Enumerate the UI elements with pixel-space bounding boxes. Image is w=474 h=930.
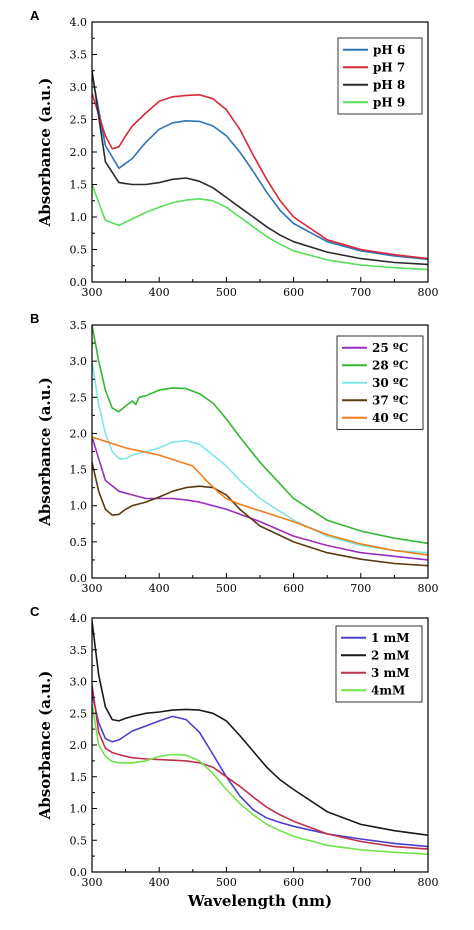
series-line (92, 436, 428, 556)
x-tick-label: 700 (350, 876, 371, 889)
legend-label: 30 ºC (372, 376, 408, 390)
x-tick-label: 300 (82, 876, 103, 889)
legend-label: pH 8 (373, 78, 405, 92)
x-tick-label: 400 (149, 876, 170, 889)
legend: 1 mM 2 mM 3 mM 4mM (335, 625, 423, 703)
y-tick-label: 4.0 (70, 16, 88, 29)
x-tick-label: 800 (418, 286, 439, 299)
y-tick-label: 1.5 (70, 179, 88, 192)
legend-label: pH 6 (373, 43, 405, 57)
y-tick-label: 3.5 (70, 49, 88, 62)
legend-label: 1 mM (371, 631, 410, 645)
y-tick-label: 3.0 (70, 355, 88, 368)
y-tick-label: 1.0 (70, 211, 88, 224)
series-line (92, 703, 428, 855)
y-tick-label: 0.5 (70, 244, 88, 257)
x-tick-label: 600 (283, 876, 304, 889)
x-tick-label: 300 (82, 286, 103, 299)
y-tick-label: 0.0 (70, 866, 88, 879)
y-tick-label: 2.0 (70, 427, 88, 440)
legend: pH 6 pH 7 pH 8 pH 9 (337, 37, 423, 115)
x-tick-label: 300 (82, 582, 103, 595)
legend-label: 40 ºC (372, 411, 408, 425)
panel-a: A 300 400 500 600 700 800 0.0 0.5 1.0 1.5 2.0 2.5 3.0… (30, 8, 439, 299)
y-tick-label: 3.5 (70, 644, 88, 657)
panel-b: B 300 400 500 600 700 800 0.0 0.5 1.0 1.5 2.0 2.5 3.0… (30, 311, 439, 595)
y-tick-label: 2.0 (70, 146, 88, 159)
legend-label: 4mM (371, 683, 405, 697)
legend-label: 25 ºC (372, 341, 408, 355)
series-line (92, 684, 428, 850)
legend-label: 2 mM (371, 648, 410, 662)
x-tick-label: 800 (418, 582, 439, 595)
legend-label: 37 ºC (372, 393, 408, 407)
panel-label: C (30, 604, 40, 619)
x-tick-label: 500 (216, 582, 237, 595)
y-tick-label: 1.0 (70, 500, 88, 513)
series-line (92, 73, 428, 261)
series-line (92, 621, 428, 836)
y-tick-label: 1.5 (70, 464, 88, 477)
y-tick-label: 0.5 (70, 536, 88, 549)
y-axis-label: Absorbance (a.u.) (36, 78, 54, 228)
series-group (92, 621, 428, 855)
series-group (92, 325, 428, 567)
y-tick-label: 3.0 (70, 81, 88, 94)
panel-label: B (30, 311, 39, 326)
series-line (92, 184, 428, 271)
y-tick-label: 1.5 (70, 771, 88, 784)
x-tick-label: 800 (418, 876, 439, 889)
x-tick-label: 400 (149, 582, 170, 595)
x-tick-label: 500 (216, 286, 237, 299)
series-group (92, 70, 428, 271)
series-line (92, 93, 428, 260)
legend-label: 28 ºC (372, 358, 408, 372)
y-tick-label: 3.5 (70, 319, 88, 332)
series-line (92, 325, 428, 545)
x-tick-label: 600 (283, 582, 304, 595)
panel-label: A (30, 8, 40, 23)
y-tick-label: 2.5 (70, 114, 88, 127)
y-tick-label: 4.0 (70, 612, 88, 625)
legend: 25 ºC 28 ºC 30 ºC 37 ºC 40 ºC (336, 335, 424, 430)
y-tick-label: 2.5 (70, 707, 88, 720)
y-tick-label: 0.0 (70, 572, 88, 585)
x-tick-label: 600 (283, 286, 304, 299)
y-tick-label: 2.0 (70, 739, 88, 752)
y-tick-label: 1.0 (70, 803, 88, 816)
x-tick-label: 500 (216, 876, 237, 889)
legend-label: 3 mM (371, 666, 410, 680)
series-line (92, 70, 428, 266)
x-tick-label: 700 (350, 286, 371, 299)
x-tick-label: 700 (350, 582, 371, 595)
y-axis-label: Absorbance (a.u.) (36, 671, 54, 821)
y-tick-label: 2.5 (70, 391, 88, 404)
y-tick-label: 0.0 (70, 276, 88, 289)
y-tick-label: 3.0 (70, 676, 88, 689)
x-axis-label: Wavelength (nm) (187, 892, 332, 910)
series-line (92, 694, 428, 848)
series-line (92, 436, 428, 561)
panel-c: C 300 400 500 600 700 800 0.0 0.5 1.0 1.5 2.0 2.5 3.0… (30, 604, 439, 910)
y-axis-label: Absorbance (a.u.) (36, 377, 54, 527)
series-line (92, 462, 428, 567)
y-tick-label: 0.5 (70, 834, 88, 847)
legend-label: pH 7 (373, 60, 405, 74)
x-tick-label: 400 (149, 286, 170, 299)
legend-label: pH 9 (373, 95, 405, 109)
